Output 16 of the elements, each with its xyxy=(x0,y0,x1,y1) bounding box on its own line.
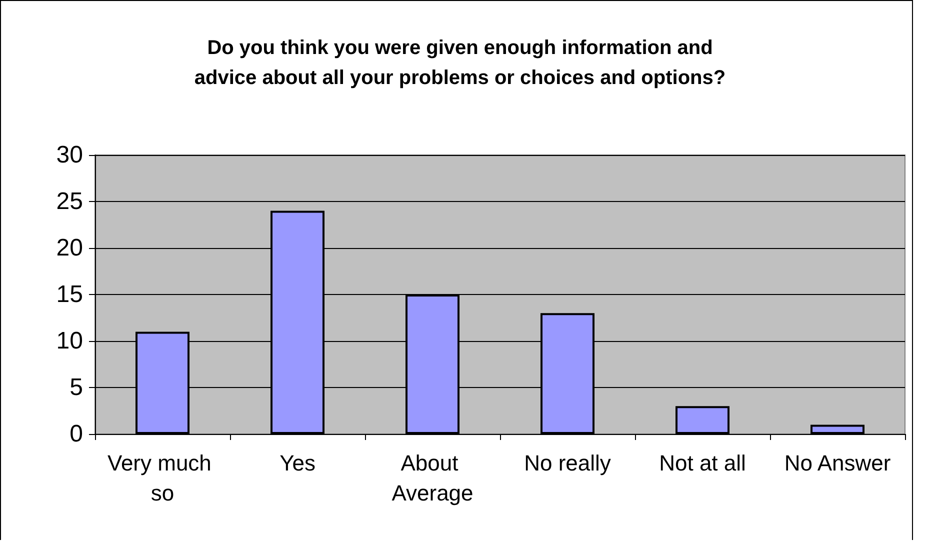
y-tick-label: 25 xyxy=(56,188,83,215)
bar xyxy=(810,424,864,434)
x-tick-label: Yes xyxy=(280,450,316,476)
y-tick-label: 0 xyxy=(70,420,83,448)
x-tick-label: Very much so xyxy=(107,450,218,506)
x-tick-label: About Average xyxy=(392,450,474,506)
x-tick-label: No really xyxy=(524,450,611,476)
y-tick-label: 30 xyxy=(56,142,83,168)
bar xyxy=(676,406,730,434)
y-tick-label: 10 xyxy=(56,328,83,354)
y-tick-label: 5 xyxy=(70,374,83,401)
x-tick-label: Not at all xyxy=(659,450,746,476)
y-tick-label: 15 xyxy=(56,281,83,308)
y-tick-label: 20 xyxy=(56,234,83,262)
x-tick-label: No Answer xyxy=(784,450,891,476)
chart-title: Do you think you were given enough information and advice about all your problems or choices and options? xyxy=(194,37,726,89)
